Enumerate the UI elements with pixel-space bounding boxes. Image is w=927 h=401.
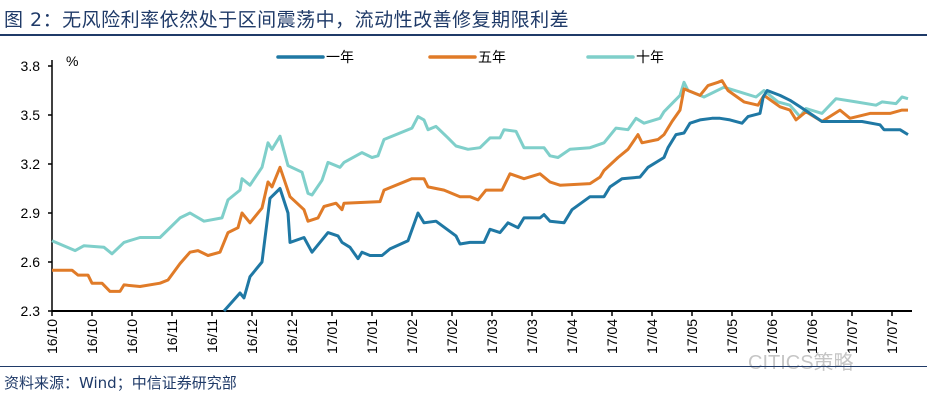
x-tick-label: 17/04 <box>564 319 580 354</box>
x-tick-label: 17/02 <box>404 319 420 354</box>
y-tick-label: 3.8 <box>21 58 41 74</box>
y-tick-label: 2.6 <box>21 254 41 270</box>
y-tick-label: 3.5 <box>21 107 41 123</box>
x-tick-label: 17/06 <box>764 319 780 354</box>
source-note: 资料来源：Wind；中信证券研究部 <box>4 374 237 392</box>
y-tick-label: 2.9 <box>21 205 41 221</box>
line-chart: 2.3 2.6 2.9 3.2 3.5 3.8 16/10 16/10 16/10 16/11 16… <box>21 50 912 354</box>
legend-label: 一年 <box>326 50 354 66</box>
source-divider <box>0 366 927 367</box>
x-tick-label: 17/05 <box>684 319 700 354</box>
x-tick-label: 16/10 <box>124 319 140 354</box>
legend-label: 五年 <box>478 50 506 66</box>
y-tick-label: 3.2 <box>21 156 41 172</box>
x-tick-label: 17/03 <box>524 319 540 354</box>
x-tick-label: 17/04 <box>604 319 620 354</box>
x-tick-label: 16/10 <box>84 319 100 354</box>
watermark: CITICS策略 <box>748 352 854 374</box>
x-tick-label: 16/12 <box>284 319 300 354</box>
x-tick-label: 17/01 <box>364 319 380 354</box>
x-tick-label: 16/11 <box>204 319 220 353</box>
title-divider <box>0 34 927 36</box>
y-tick-label: 2.3 <box>21 303 41 319</box>
x-tick-label: 16/10 <box>44 319 60 354</box>
x-tick-label: 17/02 <box>444 319 460 354</box>
x-tick-label: 17/03 <box>484 319 500 354</box>
series-line-一年 <box>222 89 909 312</box>
x-tick-label: 17/07 <box>844 319 860 354</box>
x-tick-label: 17/04 <box>644 319 660 354</box>
series-line-五年 <box>52 79 908 293</box>
x-tick-label: 17/05 <box>724 319 740 354</box>
x-tick-label: 17/06 <box>804 319 820 354</box>
series-line-十年 <box>51 80 909 256</box>
legend-label: 十年 <box>636 50 664 66</box>
figure-title: 图 2：无风险利率依然处于区间震荡中，流动性改善修复期限利差 <box>4 9 570 31</box>
axes: 2.3 2.6 2.9 3.2 3.5 3.8 16/10 16/10 16/10 16/11 16… <box>21 58 912 354</box>
y-axis-unit-label: % <box>66 53 78 69</box>
x-tick-label: 17/07 <box>884 319 900 354</box>
series-lines <box>51 79 909 312</box>
x-tick-label: 16/11 <box>164 319 180 353</box>
x-tick-label: 16/12 <box>244 319 260 354</box>
x-tick-label: 17/01 <box>324 319 340 354</box>
legend: 一年 五年 十年 <box>276 50 664 66</box>
